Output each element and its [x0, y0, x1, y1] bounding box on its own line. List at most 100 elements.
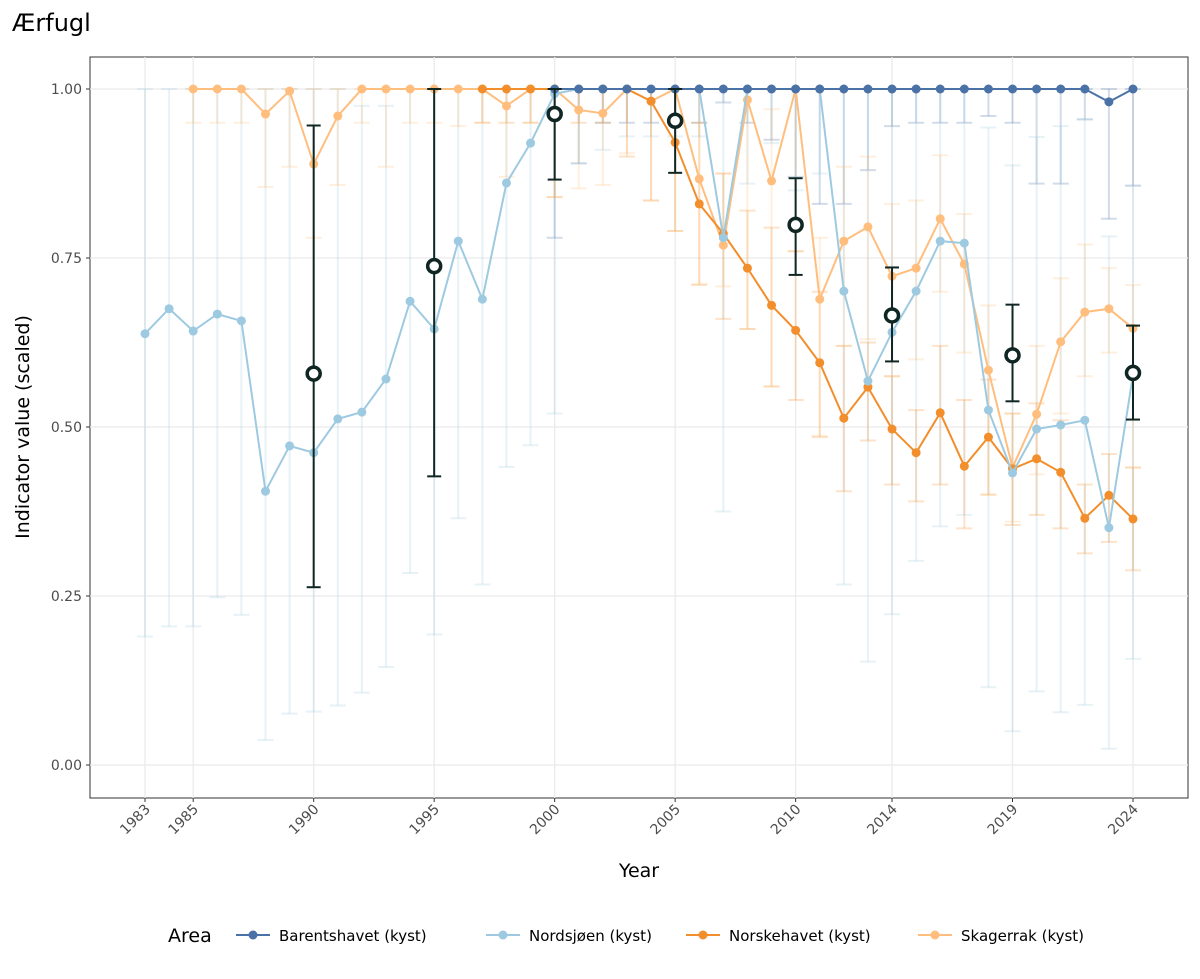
error-bar: [329, 88, 346, 707]
data-point: [236, 316, 246, 326]
data-point: [742, 263, 752, 273]
data-point: [983, 365, 993, 375]
error-bar: [859, 155, 876, 341]
x-axis: 1983 1985 1990 1995 2000 2005 2010 2014 2019 2024: [117, 798, 1142, 838]
data-point: [983, 432, 993, 442]
aggregate-points: [305, 88, 1142, 589]
data-point: [1080, 307, 1090, 317]
data-point: [887, 424, 897, 434]
error-bar: [908, 199, 925, 361]
data-point: [260, 109, 270, 119]
data-point: [501, 178, 511, 188]
data-point: [381, 84, 391, 94]
aggregate-point: [1124, 324, 1142, 421]
legend-label: Nordsjøen (kyst): [529, 927, 652, 945]
chart-title: Ærfugl: [12, 9, 91, 37]
data-point: [622, 84, 632, 94]
aggregate-marker: [666, 112, 684, 130]
data-point: [1056, 84, 1066, 94]
legend-label: Skagerrak (kyst): [961, 927, 1084, 945]
data-point: [646, 96, 656, 106]
error-bar: [1004, 164, 1021, 733]
data-point: [1032, 409, 1042, 419]
data-point: [911, 448, 921, 458]
data-point: [815, 84, 825, 94]
data-point: [983, 405, 993, 415]
data-point: [718, 84, 728, 94]
data-point: [1008, 468, 1018, 478]
data-point: [598, 108, 608, 118]
x-tick-label: 1995: [406, 802, 443, 839]
data-point: [405, 84, 415, 94]
aggregate-point: [546, 88, 563, 181]
x-tick-label: 2014: [864, 801, 901, 838]
error-bar: [329, 88, 346, 186]
data-point: [1104, 97, 1114, 107]
data-point: [526, 84, 536, 94]
aggregate-point: [1004, 303, 1021, 403]
error-bar: [956, 213, 973, 354]
data-point: [935, 408, 945, 418]
error-bar: [1052, 125, 1069, 714]
data-point: [1128, 84, 1138, 94]
data-point: [164, 304, 174, 314]
x-axis-label: Year: [618, 860, 659, 882]
error-bar: [932, 154, 949, 293]
y-tick-label: 1.00: [51, 82, 82, 98]
data-point: [501, 84, 511, 94]
data-point: [959, 238, 969, 248]
aggregate-marker: [1004, 347, 1021, 364]
error-bar: [811, 236, 828, 437]
legend-item: Norskehavet (kyst): [686, 927, 871, 945]
aggregate-point: [305, 124, 322, 589]
error-bar: [980, 304, 997, 496]
data-point: [935, 214, 945, 224]
data-point: [1056, 337, 1066, 347]
x-tick-label: 1985: [166, 802, 203, 839]
data-point: [839, 286, 849, 296]
data-point: [935, 236, 945, 246]
data-point: [285, 86, 295, 96]
legend-marker: [930, 930, 940, 940]
data-point: [718, 233, 728, 243]
data-point: [1056, 420, 1066, 430]
data-point: [815, 358, 825, 368]
legend-marker: [698, 930, 708, 940]
data-point: [333, 111, 343, 121]
data-point: [767, 176, 777, 186]
error-bar: [137, 88, 153, 638]
data-point: [381, 374, 391, 384]
series-lines: [140, 84, 1138, 533]
data-point: [1032, 454, 1042, 464]
data-point: [839, 84, 849, 94]
data-point: [863, 376, 873, 386]
legend-title: Area: [168, 925, 212, 947]
aggregate-marker: [305, 365, 322, 382]
legend-item: Nordsjøen (kyst): [486, 927, 652, 945]
legend-marker: [498, 930, 508, 940]
data-point: [911, 84, 921, 94]
data-point: [1104, 523, 1114, 533]
error-bar: [763, 108, 780, 388]
x-tick-label: 2005: [647, 802, 684, 839]
data-point: [1080, 84, 1090, 94]
data-point: [863, 84, 873, 94]
data-point: [694, 84, 704, 94]
data-point: [501, 101, 511, 111]
error-bar: [1125, 184, 1141, 660]
legend: Area Barentshavet (kyst) Nordsjøen (kyst)…: [168, 925, 1084, 947]
data-point: [260, 486, 270, 496]
aggregate-point: [666, 88, 684, 174]
data-point: [839, 236, 849, 246]
data-point: [646, 84, 656, 94]
data-point: [598, 84, 608, 94]
x-tick-label: 2010: [768, 802, 805, 839]
error-bar: [257, 88, 274, 741]
error-bar: [161, 88, 178, 628]
data-point: [1128, 514, 1138, 524]
data-point: [959, 461, 969, 471]
data-point: [935, 84, 945, 94]
data-point: [236, 84, 246, 94]
error-bar: [353, 104, 370, 694]
